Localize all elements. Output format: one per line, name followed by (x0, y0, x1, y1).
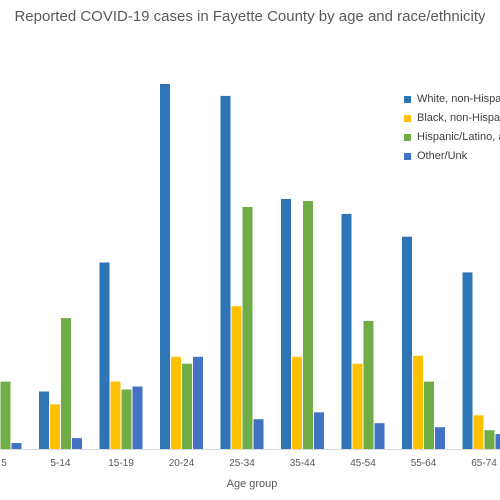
legend-item-white: White, non-Hispa (404, 90, 500, 108)
bar-hispanic-6 (363, 321, 374, 449)
legend-label-black: Black, non-Hispan (417, 112, 500, 124)
bar-black-2 (110, 381, 121, 449)
legend-swatch-black (404, 114, 411, 122)
bar-black-6 (352, 363, 363, 449)
legend-label-hispanic: Hispanic/Latino, a (417, 131, 500, 143)
bar-white-6 (341, 213, 352, 449)
x-tick-label-4: 25-34 (229, 458, 255, 469)
x-tick-label-7: 55-64 (411, 458, 437, 469)
legend: White, non-Hispa Black, non-Hispan Hispa… (404, 90, 500, 166)
bar-black-1 (50, 404, 60, 449)
x-tick-label-2: 15-19 (108, 458, 134, 469)
legend-swatch-other (404, 152, 411, 160)
bar-black-8 (473, 415, 484, 449)
bar-hispanic-4 (242, 207, 253, 449)
chart-title: Reported COVID-19 cases in Fayette Count… (14, 8, 486, 25)
bar-other-5 (314, 412, 324, 449)
bar-white-2 (99, 262, 110, 449)
bar-black-7 (413, 355, 423, 449)
bar-other-6 (374, 423, 385, 449)
bar-hispanic-3 (182, 363, 192, 449)
x-tick-label-6: 45-54 (350, 458, 376, 469)
bar-hispanic-0 (0, 381, 11, 449)
bar-hispanic-1 (61, 318, 71, 449)
bar-other-2 (132, 386, 143, 449)
bar-other-3 (193, 356, 203, 449)
legend-swatch-hispanic (404, 133, 411, 141)
x-tick-label-3: 20-24 (169, 458, 195, 469)
x-tick-label-0: 5 (1, 458, 7, 469)
bar-hispanic-8 (484, 430, 495, 449)
x-tick-label-5: 35-44 (290, 458, 316, 469)
bar-hispanic-2 (121, 389, 132, 449)
bar-hispanic-5 (303, 201, 313, 449)
legend-item-hispanic: Hispanic/Latino, a (404, 128, 500, 146)
bar-black-3 (171, 356, 181, 449)
bar-white-1 (39, 391, 49, 449)
legend-item-other: Other/Unk (404, 147, 500, 165)
bar-other-0 (11, 443, 22, 449)
bar-white-5 (281, 199, 291, 449)
bar-white-3 (160, 84, 170, 449)
bar-other-7 (435, 427, 445, 449)
bar-other-4 (253, 419, 264, 449)
bar-white-4 (220, 95, 231, 450)
bar-black-4 (231, 306, 242, 449)
x-tick-label-8: 65-74 (471, 458, 497, 469)
bar-black-5 (292, 356, 302, 449)
x-axis-title: Age group (227, 478, 278, 490)
legend-label-white: White, non-Hispa (417, 93, 500, 105)
bar-white-8 (462, 272, 473, 449)
legend-label-other: Other/Unk (417, 150, 468, 162)
bar-white-7 (402, 236, 412, 449)
legend-swatch-white (404, 95, 411, 103)
x-tick-label-1: 5-14 (50, 458, 70, 469)
bar-hispanic-7 (424, 381, 434, 449)
bar-other-8 (495, 434, 500, 449)
bar-other-1 (72, 438, 82, 449)
legend-item-black: Black, non-Hispan (404, 109, 500, 127)
